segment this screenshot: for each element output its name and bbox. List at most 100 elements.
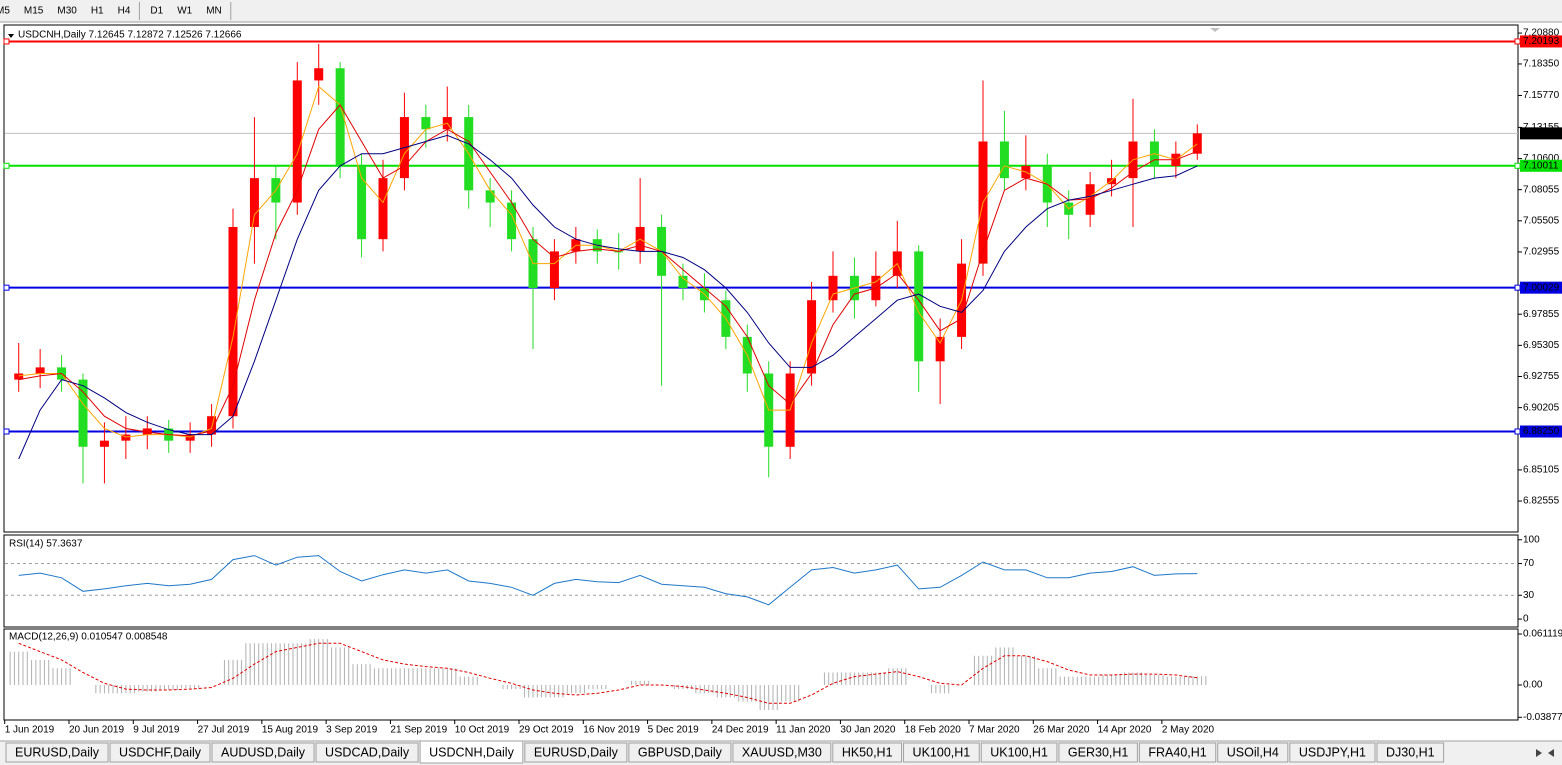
x-tick-label: 15 Aug 2019 xyxy=(262,725,319,736)
tab-scroll[interactable] xyxy=(1536,749,1542,757)
tab[interactable]: USDJPY,H1 xyxy=(1289,742,1376,763)
price-label-box xyxy=(1520,127,1562,140)
tab-label[interactable]: EURUSD,Daily xyxy=(15,745,100,759)
candle-body xyxy=(421,117,431,130)
y-tick-label: 6.95305 xyxy=(1523,340,1560,351)
price-label: 7.20193 xyxy=(1523,36,1560,47)
candle-body xyxy=(207,416,217,435)
tab-label[interactable]: USOil,H4 xyxy=(1227,745,1279,759)
x-tick-label: 14 Apr 2020 xyxy=(1098,725,1152,736)
tab-background xyxy=(1376,742,1445,763)
indicator-line xyxy=(18,555,1198,606)
timeframe-button[interactable]: D1 xyxy=(150,6,163,17)
level-handle[interactable] xyxy=(3,38,10,45)
tab[interactable]: EURUSD,Daily xyxy=(524,742,628,763)
tab-label[interactable]: UK100,H1 xyxy=(913,745,971,759)
tab[interactable]: AUDUSD,Daily xyxy=(211,742,315,763)
candle-body xyxy=(357,165,367,240)
tab[interactable]: UK100,H1 xyxy=(980,742,1058,763)
tab-label[interactable]: GBPUSD,Daily xyxy=(638,745,723,759)
tab-background xyxy=(980,742,1058,763)
tab-label[interactable]: USDCNH,Daily xyxy=(429,745,514,759)
candle-body xyxy=(314,68,324,81)
tab-label[interactable]: UK100,H1 xyxy=(990,745,1048,759)
timeframe-button[interactable]: M15 xyxy=(24,6,44,17)
candle-body xyxy=(1192,133,1202,154)
tab-label[interactable]: USDCHF,Daily xyxy=(119,745,202,759)
y-tick-label: 6.92755 xyxy=(1523,371,1560,382)
candle-body xyxy=(335,68,345,166)
tab[interactable]: HK50,H1 xyxy=(832,742,903,763)
candle-body xyxy=(935,336,945,362)
tab[interactable]: GER30,H1 xyxy=(1058,742,1138,763)
tab-scroll[interactable] xyxy=(1548,749,1554,757)
timeframe-button[interactable]: W1 xyxy=(177,6,192,17)
tab-background xyxy=(524,742,628,763)
y-tick-label: 30 xyxy=(1523,590,1535,601)
tab[interactable]: GBPUSD,Daily xyxy=(628,742,732,763)
y-tick-label: 0.061119 xyxy=(1523,629,1562,640)
x-tick-label: 30 Jan 2020 xyxy=(840,725,895,736)
price-label-box xyxy=(1520,35,1562,48)
tab-label[interactable]: XAUUSD,M30 xyxy=(742,745,822,759)
x-tick-label: 2 May 2020 xyxy=(1162,725,1215,736)
timeframe-button[interactable]: M30 xyxy=(57,6,77,17)
price-label-box xyxy=(1520,281,1562,294)
level-handle[interactable] xyxy=(3,162,10,169)
tab-background xyxy=(211,742,315,763)
tab-background xyxy=(315,742,419,763)
tab-label[interactable]: FRA40,H1 xyxy=(1148,745,1206,759)
tab-label[interactable]: GER30,H1 xyxy=(1068,745,1128,759)
tab[interactable]: EURUSD,Daily xyxy=(5,742,109,763)
tab-label[interactable]: USDCAD,Daily xyxy=(325,745,410,759)
tab[interactable]: XAUUSD,M30 xyxy=(732,742,832,763)
tab[interactable]: FRA40,H1 xyxy=(1138,742,1217,763)
timeframe-button[interactable]: H1 xyxy=(91,6,104,17)
level-handle[interactable] xyxy=(3,284,10,291)
tab-background xyxy=(419,740,524,764)
rsi-panel xyxy=(3,534,1519,628)
tab-background xyxy=(1217,742,1289,763)
level-handle[interactable] xyxy=(1514,284,1521,291)
tab-label[interactable]: EURUSD,Daily xyxy=(534,745,619,759)
level-handle[interactable] xyxy=(1514,428,1521,435)
x-tick-label: 24 Dec 2019 xyxy=(712,725,769,736)
timeframe-button[interactable]: H4 xyxy=(118,6,131,17)
moving-average xyxy=(18,85,1198,438)
candle-body xyxy=(378,178,388,240)
candle-body xyxy=(485,190,495,203)
macd-panel xyxy=(3,628,1519,721)
tab-label[interactable]: AUDUSD,Daily xyxy=(221,745,306,759)
collapse-arrow[interactable] xyxy=(8,34,14,38)
y-tick-label: -0.038777 xyxy=(1523,712,1562,723)
y-tick-label: 0 xyxy=(1523,614,1529,625)
tab[interactable]: USDCHF,Daily xyxy=(109,742,211,763)
y-tick-label: 6.85105 xyxy=(1523,465,1560,476)
tab[interactable]: UK100,H1 xyxy=(903,742,980,763)
level-handle[interactable] xyxy=(3,428,10,435)
timeframe-button[interactable]: MN xyxy=(206,6,222,17)
x-tick-label: 7 Mar 2020 xyxy=(969,725,1020,736)
timeframe-button[interactable]: M5 xyxy=(0,6,10,17)
tab[interactable]: USDCAD,Daily xyxy=(315,742,419,763)
tab[interactable]: DJ30,H1 xyxy=(1376,742,1445,763)
level-handle[interactable] xyxy=(1514,162,1521,169)
tab-background xyxy=(1138,742,1217,763)
level-handle[interactable] xyxy=(1514,38,1521,45)
y-tick-label: 7.05505 xyxy=(1523,215,1560,226)
y-tick-label: 7.02955 xyxy=(1523,247,1560,258)
tab-label[interactable]: DJ30,H1 xyxy=(1386,745,1435,759)
shift-marker xyxy=(1210,28,1220,32)
candle-body xyxy=(1085,184,1095,215)
tab-background xyxy=(903,742,980,763)
tab-label[interactable]: USDJPY,H1 xyxy=(1299,745,1366,759)
tab-label[interactable]: HK50,H1 xyxy=(842,745,893,759)
price-label: 7.12666 xyxy=(1523,128,1560,139)
candle-body xyxy=(292,80,302,203)
tab[interactable]: USOil,H4 xyxy=(1217,742,1289,763)
y-tick-label: 7.15770 xyxy=(1523,90,1560,101)
y-tick-label: 0.00 xyxy=(1523,680,1543,691)
price-label: 7.10011 xyxy=(1523,160,1559,171)
tab[interactable]: USDCNH,Daily xyxy=(419,740,524,764)
